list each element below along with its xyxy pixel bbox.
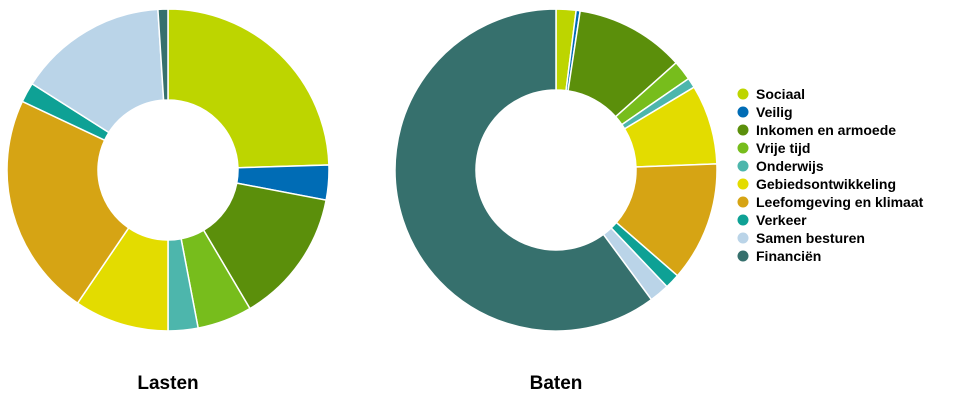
legend: Sociaal Veilig Inkomen en armoede Vrije tij…	[737, 86, 924, 264]
chart-title-baten: Baten	[530, 373, 583, 394]
legend-label-veilig: Veilig	[756, 104, 793, 120]
chart-title-lasten: Lasten	[137, 373, 198, 394]
legend-swatch-sociaal	[737, 88, 749, 100]
legend-label-financien: Financiën	[756, 248, 821, 264]
legend-swatch-leefomgeving-en-klimaat	[737, 196, 749, 208]
legend-swatch-veilig	[737, 106, 749, 118]
legend-label-leefomgeving-en-klimaat: Leefomgeving en klimaat	[756, 194, 924, 210]
legend-label-sociaal: Sociaal	[756, 86, 805, 102]
legend-swatch-vrije-tijd	[737, 142, 749, 154]
pie-lasten	[6, 8, 330, 332]
legend-label-onderwijs: Onderwijs	[756, 158, 824, 174]
slice-baten-financien[interactable]	[394, 8, 653, 332]
legend-label-vrije-tijd: Vrije tijd	[756, 140, 810, 156]
slice-lasten-sociaal[interactable]	[167, 8, 330, 169]
legend-swatch-samen-besturen	[737, 232, 749, 244]
legend-label-gebiedsontwikkeling: Gebiedsontwikkeling	[756, 176, 896, 192]
slice-lasten-financien[interactable]	[157, 8, 169, 101]
legend-swatch-verkeer	[737, 214, 749, 226]
legend-swatch-inkomen-en-armoede	[737, 124, 749, 136]
legend-swatch-onderwijs	[737, 160, 749, 172]
legend-swatch-gebiedsontwikkeling	[737, 178, 749, 190]
slice-lasten-leefomgeving-en-klimaat[interactable]	[6, 100, 130, 305]
legend-label-inkomen-en-armoede: Inkomen en armoede	[756, 122, 896, 138]
legend-label-samen-besturen: Samen besturen	[756, 230, 865, 246]
legend-label-verkeer: Verkeer	[756, 212, 807, 228]
pie-baten	[394, 8, 718, 332]
legend-swatch-financien	[737, 250, 749, 262]
slice-lasten-samen-besturen[interactable]	[31, 8, 165, 134]
